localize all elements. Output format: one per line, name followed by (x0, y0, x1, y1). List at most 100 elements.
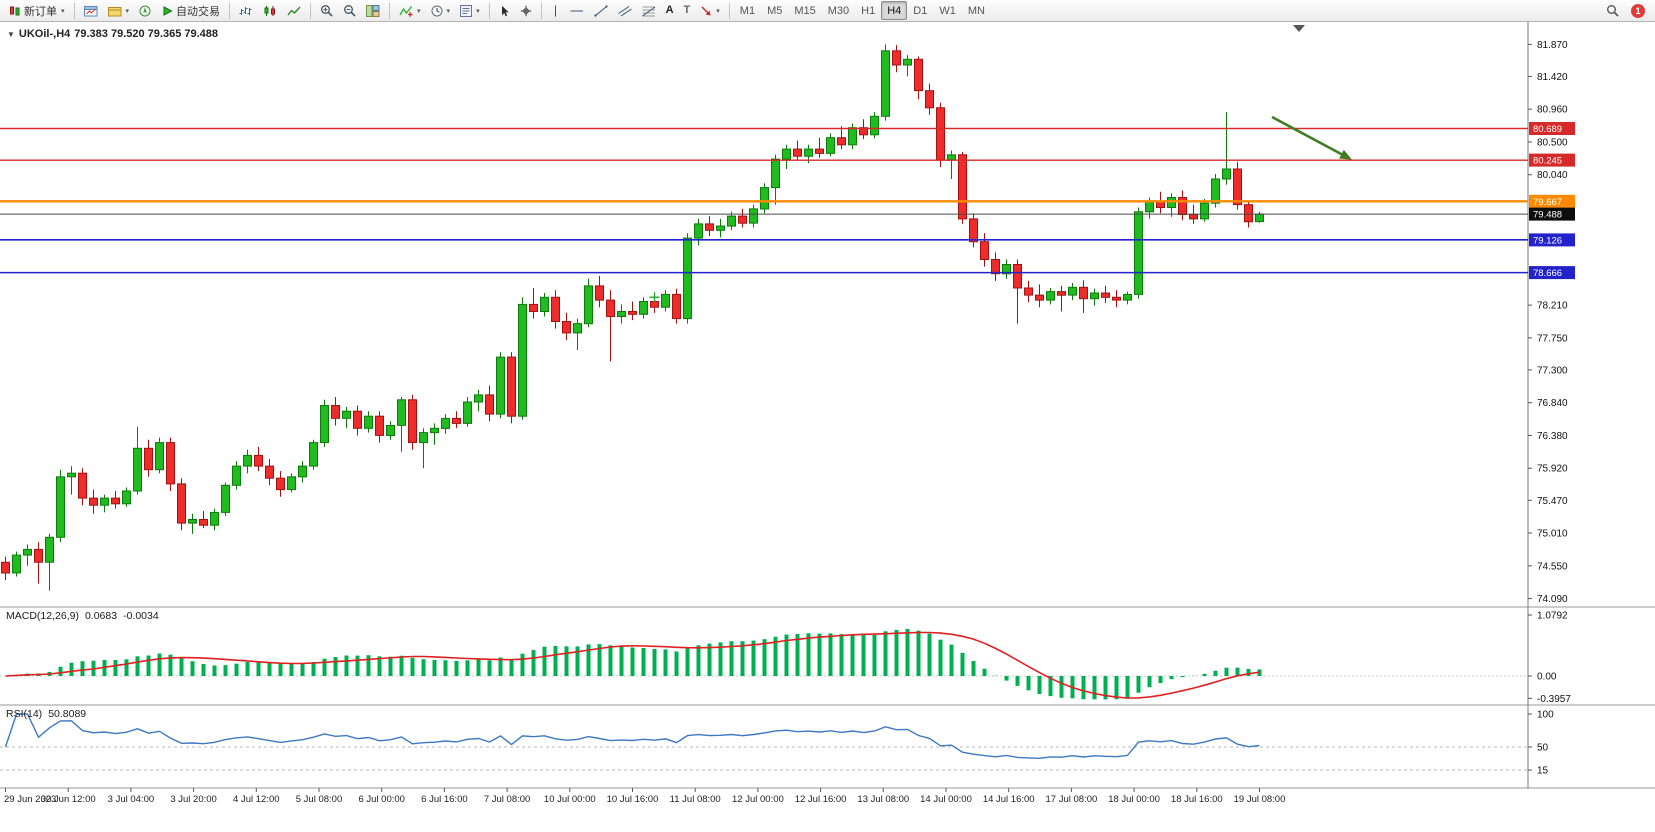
candle-body (661, 293, 670, 308)
timeframe-m1[interactable]: M1 (739, 4, 756, 17)
timeframe-d1[interactable]: D1 (913, 4, 928, 17)
indicators-button[interactable]: ▾ (394, 1, 426, 20)
fibonacci-button[interactable] (637, 1, 661, 20)
candle-body (34, 548, 43, 563)
candle-body (1145, 201, 1154, 213)
time-tick-label: 18 Jul 00:00 (1108, 794, 1160, 805)
timeframe-h1[interactable]: H1 (861, 4, 876, 17)
trend-arrow-head[interactable] (1339, 149, 1352, 160)
arrows-button[interactable]: ▾ (695, 1, 725, 20)
price-level-tag-label: 80.689 (1533, 124, 1562, 135)
search-button[interactable] (1601, 1, 1624, 20)
candle-body (298, 465, 307, 478)
candle-body (386, 425, 395, 436)
tile-windows-icon (366, 4, 380, 17)
chart-canvas[interactable]: 81.870 81.420 80.960 80.500 80.040 78.210 77.7… (0, 22, 1655, 832)
channel-button[interactable] (613, 1, 637, 20)
indicators-icon (399, 5, 413, 17)
candles-series (1, 44, 1264, 591)
price-tick-label: 81.870 (1537, 40, 1568, 51)
candle-body (881, 50, 890, 117)
template-icon (460, 4, 473, 17)
candle-body (804, 148, 813, 157)
candle-body (1123, 293, 1132, 301)
bar-chart-button[interactable] (234, 1, 258, 20)
candle-chart-button[interactable] (258, 1, 282, 20)
autotrade-button[interactable]: 自动交易 (156, 1, 225, 20)
candle-body (441, 417, 450, 429)
time-tick-label: 3 Jul 20:00 (170, 794, 216, 805)
candle-body (551, 296, 560, 322)
candle-body (947, 154, 956, 161)
text-label-button[interactable]: T (679, 1, 696, 20)
candle-body (265, 465, 274, 479)
crosshair-button[interactable] (515, 1, 537, 20)
navigator-icon (139, 5, 151, 17)
candle-body (1101, 292, 1110, 298)
channel-icon (617, 5, 632, 17)
timeframe-m30[interactable]: M30 (827, 4, 850, 17)
time-tick-label: 11 Jul 08:00 (670, 794, 721, 805)
candle-body (89, 497, 98, 506)
notification-badge[interactable]: 1 (1631, 3, 1645, 18)
timeframe-w1[interactable]: W1 (939, 4, 956, 17)
new-order-button[interactable]: 新订单 ▾ (4, 1, 70, 20)
price-tick-label: 74.550 (1537, 561, 1568, 572)
zoom-out-button[interactable] (338, 1, 361, 20)
zoom-in-button[interactable] (315, 1, 338, 20)
candle-body (507, 356, 516, 417)
toolbar-right: 1 (1601, 1, 1651, 20)
trendline-icon (593, 4, 608, 17)
cursor-button[interactable] (494, 1, 515, 20)
dropdown-caret-icon: ▾ (716, 7, 720, 15)
candle-body (771, 158, 780, 189)
profiles-button[interactable]: ▾ (103, 1, 135, 20)
candle-body (353, 410, 362, 429)
price-level-tag-label: 79.126 (1533, 235, 1562, 246)
price-tick-label: 75.470 (1537, 496, 1568, 507)
candle-body (1002, 264, 1011, 275)
line-chart-button[interactable] (282, 1, 306, 20)
rsi-tick-label: 15 (1537, 766, 1549, 777)
trendline-button[interactable] (589, 1, 613, 20)
timeframe-m15[interactable]: M15 (794, 4, 816, 17)
text-button[interactable]: A (661, 1, 679, 20)
chart-shift-marker[interactable] (1293, 25, 1305, 32)
timeframe-h4[interactable]: H4 (881, 1, 908, 20)
candle-body (540, 296, 549, 312)
trend-arrow[interactable] (1271, 115, 1346, 158)
vertical-line-button[interactable] (546, 1, 565, 20)
candle-body (452, 417, 461, 424)
price-tick-label: 81.420 (1537, 72, 1568, 83)
chart-window-icon (83, 5, 98, 17)
candle-body (342, 410, 351, 419)
candle-body (925, 90, 934, 109)
candle-body (749, 208, 758, 224)
candle-body (793, 148, 802, 157)
toolbar-separator (488, 2, 490, 19)
candle-body (1244, 204, 1253, 223)
candle-body (45, 536, 54, 563)
candle-body (397, 399, 406, 426)
candle-body (111, 497, 120, 505)
periods-button[interactable]: ▾ (426, 1, 456, 20)
candle-body (936, 107, 945, 161)
candle-body (177, 483, 186, 524)
candle-body (848, 127, 857, 146)
time-tick-label: 14 Jul 00:00 (920, 794, 972, 805)
time-tick-label: 12 Jul 16:00 (795, 794, 847, 805)
templates-button[interactable]: ▾ (455, 1, 485, 20)
candle-body (496, 356, 505, 415)
horizontal-line-button[interactable] (565, 1, 589, 20)
timeframe-m5[interactable]: M5 (767, 4, 783, 17)
candle-body (1079, 286, 1088, 300)
tile-windows-button[interactable] (361, 1, 385, 20)
dropdown-caret-icon: ▾ (61, 7, 65, 15)
navigator-button[interactable] (134, 1, 156, 20)
timeframe-mn[interactable]: MN (967, 4, 985, 17)
chart-window-button[interactable] (79, 1, 103, 20)
price-axis[interactable]: 81.870 81.420 80.960 80.500 80.040 78.210 77.7… (1528, 40, 1568, 605)
candle-body (364, 415, 373, 429)
